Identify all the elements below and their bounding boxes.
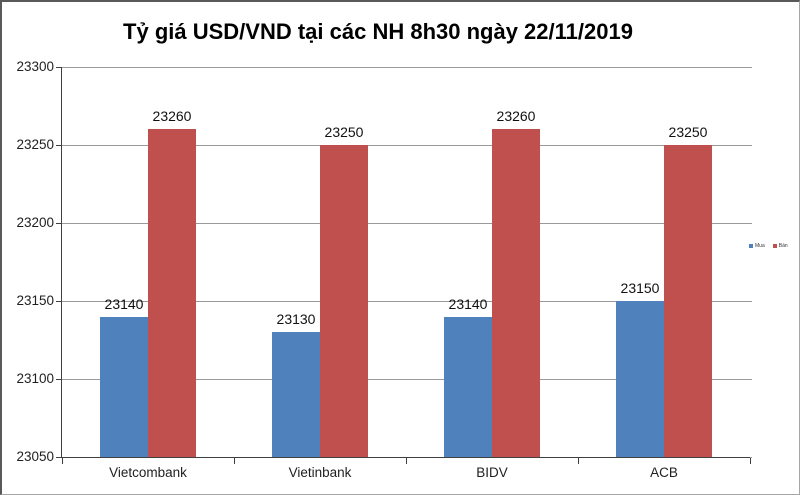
y-axis-tick-label: 23300 [16, 59, 54, 74]
legend-marker-icon [749, 244, 753, 248]
legend-label: Mua [755, 243, 765, 249]
y-axis-line [61, 67, 62, 458]
bar [272, 332, 320, 457]
legend-item: Mua [749, 243, 765, 249]
y-axis-tick-label: 23150 [16, 293, 54, 308]
y-axis-tick-label: 23050 [16, 449, 54, 464]
y-axis-tick-mark [56, 300, 62, 302]
x-axis-tick-mark [234, 458, 235, 464]
bar [616, 301, 664, 457]
gridline [62, 144, 752, 146]
bar-value-label: 23140 [448, 295, 488, 312]
x-axis-category-label: Vietinbank [288, 465, 352, 480]
bar [320, 145, 368, 457]
y-axis-tick-mark [56, 456, 62, 458]
y-axis-tick-label: 23250 [16, 137, 54, 152]
bar-value-label: 23260 [152, 108, 192, 125]
chart-legend: Mua Bán [749, 243, 788, 249]
bar [492, 129, 540, 457]
bar [664, 145, 712, 457]
x-axis-tick-mark [578, 458, 579, 464]
x-axis-tick-mark [406, 458, 407, 464]
y-axis-tick-mark [56, 144, 62, 146]
gridline [62, 66, 752, 68]
bar-value-label: 23260 [496, 108, 536, 125]
legend-marker-icon [772, 244, 777, 248]
y-axis-tick-label: 23200 [16, 215, 54, 230]
gridline [62, 222, 752, 224]
bar-value-label: 23140 [104, 295, 144, 312]
legend-item: Bán [772, 243, 788, 249]
bar-value-label: 23250 [324, 124, 364, 140]
chart-title: Tỷ giá USD/VND tại các NH 8h30 ngày 22/1… [123, 19, 633, 44]
y-axis-tick-mark [56, 378, 62, 380]
bar-value-label: 23130 [276, 311, 316, 328]
gridline [62, 378, 752, 380]
x-axis-category-label: ACB [650, 465, 678, 480]
y-axis-tick-label: 23100 [16, 371, 54, 386]
x-axis-category-label: BIDV [476, 465, 508, 480]
bar [444, 316, 492, 457]
gridline [62, 300, 752, 302]
y-axis-tick-mark [56, 222, 62, 224]
bar-value-label: 23150 [620, 280, 660, 296]
bar [100, 316, 148, 457]
legend-label: Bán [778, 243, 788, 249]
x-axis-category-label: Vietcombank [109, 465, 187, 480]
bar [148, 129, 196, 457]
x-axis-tick-mark [750, 458, 751, 464]
y-axis-tick-mark [56, 66, 62, 68]
x-axis-line [61, 457, 750, 458]
x-axis-tick-mark [62, 458, 63, 464]
bar-value-label: 23250 [668, 124, 708, 140]
